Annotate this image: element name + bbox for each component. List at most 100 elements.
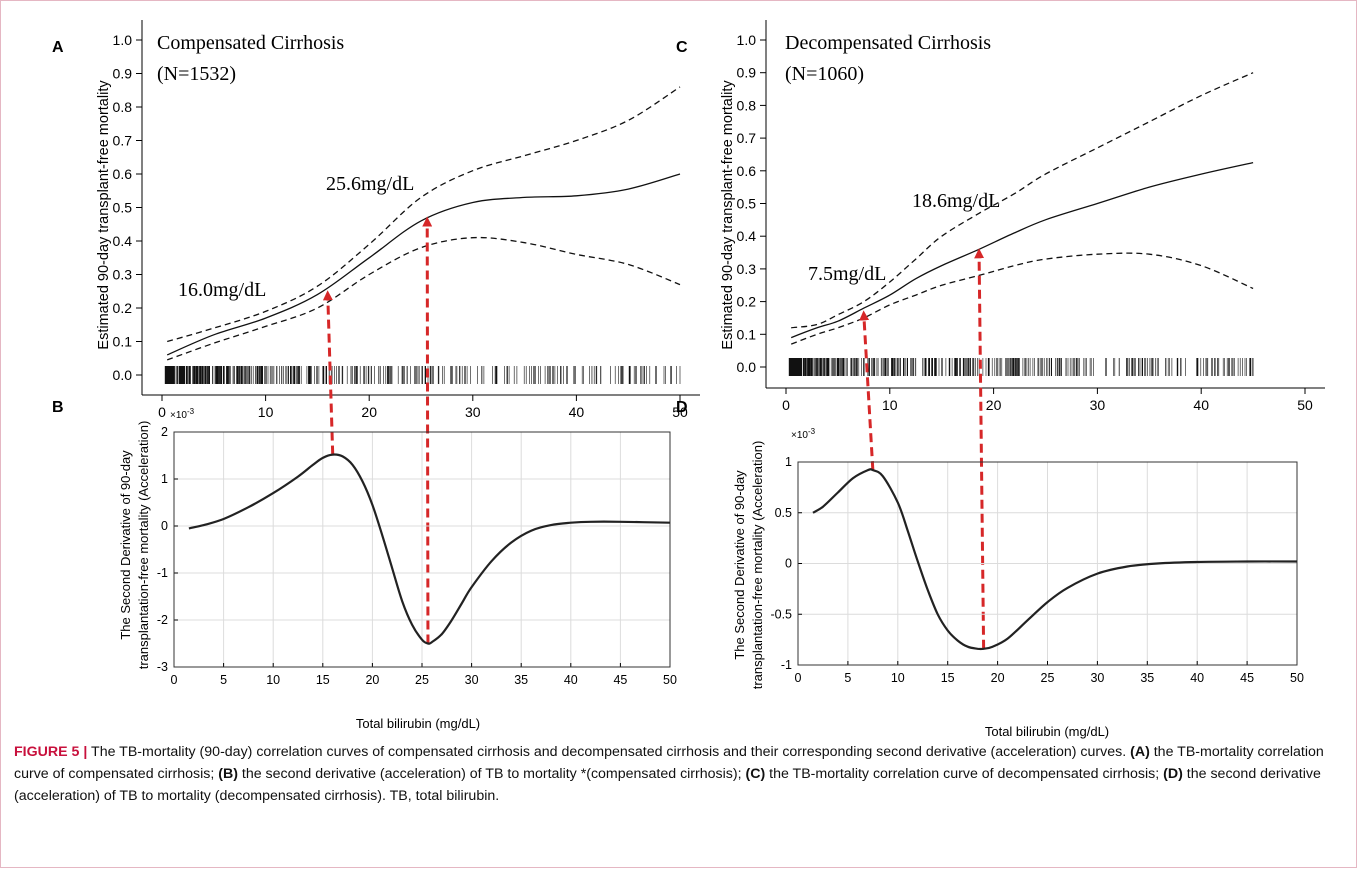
panel-c-rug-marks [788, 358, 1254, 376]
panel-d-plot-box [797, 461, 1298, 666]
panel-c-x-tick-label: 40 [1193, 397, 1209, 413]
panel-letter-a: A [52, 39, 64, 56]
panel-d-x-tick-label: 10 [891, 671, 905, 685]
panel-b-y-tick-label: -2 [157, 613, 168, 627]
panel-c-title-line1: Decompensated Cirrhosis [785, 32, 991, 54]
panel-a-arrows [322, 216, 433, 644]
caption-a-label: (A) [1130, 744, 1150, 760]
panel-a-y-tick-label: 0.2 [113, 300, 133, 316]
panel-b-y-tick-label: -3 [157, 660, 168, 674]
panel-d-ylabel-line1: The Second Derivative of 90-day [732, 470, 747, 660]
panel-d-ylabel-line2: transplantation-free mortality (Accelera… [750, 441, 765, 690]
panel-c-annotation-2: 18.6mg/dL [912, 190, 1000, 212]
panel-a-y-tick-label: 0.1 [113, 334, 133, 350]
panel-b-lines [188, 453, 671, 645]
panel-a-ylabel: Estimated 90-day transplant-free mortali… [96, 80, 112, 350]
panel-letter-c: C [676, 39, 688, 56]
panel-b-x-tick-label: 45 [613, 673, 627, 687]
panel-b-grid [173, 431, 671, 668]
panel-c-lines [790, 72, 1254, 345]
panel-d-second-derivative-line [812, 468, 1298, 651]
panel-d-xlabel: Total bilirubin (mg/dL) [985, 724, 1109, 739]
panel-c-x-tick-label: 20 [986, 397, 1002, 413]
panel-a-axes: 0.0 0.1 0.2 0.3 0.4 0.5 0.6 0.7 0.8 0.9 1.0 0 10 20 30… [113, 20, 700, 420]
panel-c-y-tick-label: 0.5 [737, 196, 757, 212]
panel-c-arrows [859, 248, 986, 649]
panel-c-rug [788, 358, 1254, 376]
panel-a-x-tick-label: 10 [258, 404, 274, 420]
panel-b-y-tick-label: 2 [161, 425, 168, 439]
panel-b-x-tick-label: 35 [514, 673, 528, 687]
panel-c-y-tick-label: 0.9 [737, 65, 757, 81]
panel-b-y-tick-label: -1 [157, 566, 168, 580]
panel-a-x-tick-label: 30 [465, 404, 481, 420]
panel-c-y-tick-label: 1.0 [737, 32, 757, 48]
panel-a-y-tick-label: 1.0 [113, 32, 133, 48]
panel-d-x-tick-label: 20 [991, 671, 1005, 685]
caption-c-text: the TB-mortality correlation curve of de… [765, 766, 1164, 782]
panel-d-x-tick-label: 40 [1190, 671, 1204, 685]
panel-a-rug [164, 366, 681, 384]
panel-d-x-tick-label: 0 [795, 671, 802, 685]
panel-b-xlabel: Total bilirubin (mg/dL) [356, 716, 480, 731]
panel-a-x-tick-label: 50 [672, 404, 688, 420]
panel-b-x-tick-label: 0 [171, 673, 178, 687]
panel-d-axes: 0 5 10 15 20 25 30 35 40 45 50 1 0.5 0 -0.5 -1 [770, 455, 1304, 685]
panel-b-y-tick-label: 1 [161, 472, 168, 486]
panel-d-y-tick-label: -1 [781, 658, 792, 672]
panel-c-x-tick-label: 50 [1297, 397, 1313, 413]
panel-a-rug-marks [164, 366, 681, 384]
panel-d-x-tick-label: 25 [1041, 671, 1055, 685]
panel-b-y-tick-label: 0 [161, 519, 168, 533]
panel-d-y-tick-label: -0.5 [770, 607, 792, 621]
panel-b-exponent: ×10-3 [170, 407, 195, 421]
panel-d-y-tick-label: 0.5 [775, 506, 792, 520]
panel-d-x-tick-label: 35 [1140, 671, 1154, 685]
caption-figure-label: FIGURE 5 | [14, 744, 88, 760]
panel-a-y-tick-label: 0.9 [113, 66, 133, 82]
panel-b-second-derivative-line [188, 453, 671, 645]
panel-c-chart: 0.00.10.20.30.40.50.60.70.80.91.00 10 20 30… [720, 20, 1325, 649]
panel-c-x-tick-label: 0 [782, 397, 790, 413]
caption-b-label: (B) [218, 766, 238, 782]
panel-c-upper-ci-line [791, 72, 1254, 329]
panel-a-chart: 0.00.10.20.30.40.50.60.70.80.91.00 10 20 30… [96, 20, 700, 644]
panel-a-marker-arrow-1 [322, 290, 335, 455]
caption-d-label: (D) [1163, 766, 1183, 782]
panel-d-exponent: ×10-3 [791, 427, 816, 441]
panel-a-y-tick-label: 0.0 [113, 367, 133, 383]
panel-a-x-tick-label: 0 [158, 404, 166, 420]
caption-d-text: the second derivative (acceleration) of … [14, 766, 1321, 804]
panel-c-y-tick-label: 0.7 [737, 130, 757, 146]
panel-d-x-tick-label: 50 [1290, 671, 1304, 685]
panel-d-x-tick-label: 30 [1090, 671, 1104, 685]
panel-letter-b: B [52, 399, 64, 416]
panel-a-y-tick-label: 0.4 [113, 233, 133, 249]
panel-d-grid [797, 461, 1298, 666]
caption-a-text: the TB-mortality correlation curve of co… [14, 744, 1324, 782]
panel-b-x-tick-label: 25 [415, 673, 429, 687]
panel-a-lines [166, 86, 681, 361]
panel-b-x-tick-label: 50 [663, 673, 677, 687]
panel-a-annotation-1: 16.0mg/dL [178, 279, 266, 301]
panel-b-x-tick-label: 15 [316, 673, 330, 687]
panel-c-estimate-line [790, 161, 1254, 339]
panel-b-ylabel-line1: The Second Derivative of 90-day [118, 450, 133, 640]
panel-c-y-tick-label: 0.2 [737, 294, 757, 310]
panel-c-axes: 0.0 0.1 0.2 0.3 0.4 0.5 0.6 0.7 0.8 0.9 1.0 0 10 20 30… [737, 20, 1325, 413]
panel-letter-d: D [676, 399, 688, 416]
panel-d-x-tick-label: 45 [1240, 671, 1254, 685]
panel-d-chart: 0 5 10 15 20 25 30 35 40 45 50 1 0.5 0 -0.5 -1 ×10-3 Th… [732, 427, 1304, 739]
panel-a-x-tick-label: 20 [361, 404, 377, 420]
panel-c-title-line2: (N=1060) [785, 63, 864, 85]
figure-canvas: A B C D 0.0 0.1 0.2 0.3 0.4 0.5 0.6 0.7 0.8 0.9 1.… [52, 20, 1325, 739]
panel-a-lower-ci-line [166, 236, 681, 361]
panel-c-y-tick-label: 0.6 [737, 163, 757, 179]
panel-a-y-tick-label: 0.3 [113, 267, 133, 283]
panel-b-ylabel-line2: transplantation-free mortality (Accelera… [136, 421, 151, 670]
panel-a-upper-ci-line [167, 86, 681, 343]
panel-b-x-tick-label: 10 [266, 673, 280, 687]
panel-b-plot-box [173, 431, 671, 668]
